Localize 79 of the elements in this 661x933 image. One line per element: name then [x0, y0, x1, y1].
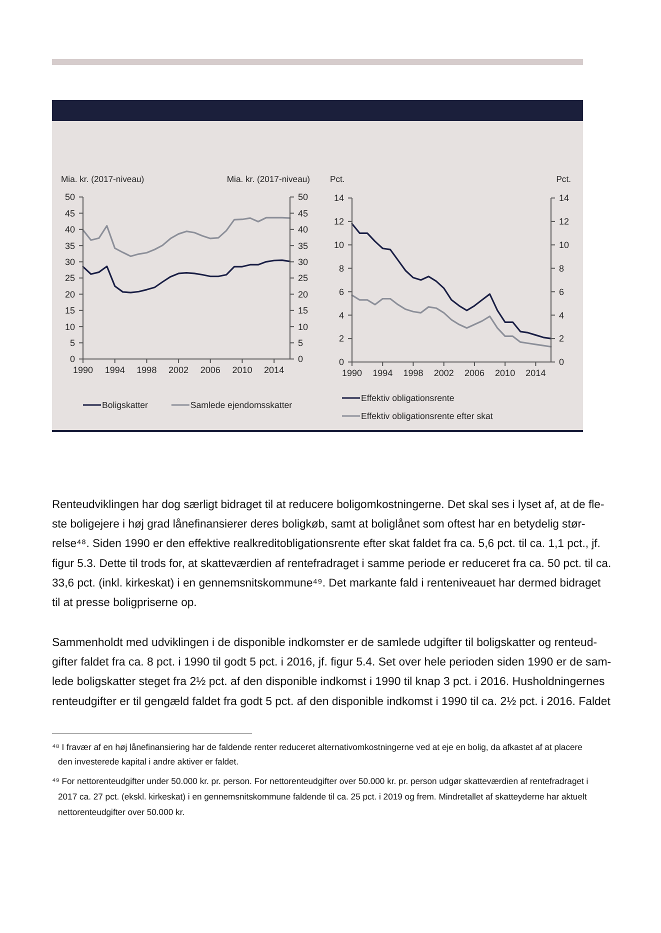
y-tick-label: 0	[338, 357, 344, 368]
x-tick-label: 2002	[434, 368, 454, 378]
text: gifter faldet fra ca. 8 pct. i 1990 til godt 5 pct. i 2016, jf. figur 5.4. Set over hele perioden siden 1990 er de sam-	[52, 656, 612, 669]
text: renteudgifter er til gengæld faldet fra godt 5 pct. af den disponible indkomst i 1990 til ca. 2½ pct. i 2016. Faldet	[52, 696, 612, 708]
y2-tick-label: 45	[298, 208, 308, 218]
y-axis-title: Mia. kr. (2017-niveau)	[61, 174, 144, 184]
legend-label: Effektiv obligationsrente efter skat	[361, 411, 494, 422]
text: den investerede kapital i andre aktiver er faldet.	[58, 756, 239, 766]
y2-tick-label: 10	[559, 240, 570, 250]
y2-tick-label: 40	[298, 224, 308, 235]
y-tick-label: 45	[64, 208, 75, 218]
y-axis-title: Pct.	[330, 174, 345, 184]
y2-tick-label: 30	[298, 256, 308, 267]
text: til at presse boligpriserne op.	[52, 597, 197, 609]
text: ⁴⁹ For nettorenteudgifter under 50.000 kr. pr. person. For nettorenteudgifter over 50.000 kr. pr. person udgør skatteværdien af rentefradraget i	[52, 776, 588, 786]
legend-label: Effektiv obligationsrente	[361, 393, 454, 404]
y-tick-label: 10	[334, 240, 344, 250]
y-tick-label: 30	[64, 256, 75, 267]
y2-tick-label: 5	[298, 338, 304, 348]
y-tick-label: 25	[64, 273, 75, 284]
legend-label: Boligskatter	[102, 400, 148, 410]
y-tick-label: 4	[338, 310, 344, 320]
y-tick-label: 14	[334, 193, 344, 204]
y2-tick-label: 8	[559, 263, 564, 274]
line-series	[82, 216, 291, 258]
y-tick-label: 50	[64, 192, 75, 202]
y-tick-label: 15	[64, 306, 75, 316]
y2-tick-label: 2	[559, 334, 564, 344]
y-tick-label: 0	[70, 354, 75, 364]
text: Sammenholdt med udviklingen i de disponible indkomster er de samlede udgifter til boligskatter og renteud-	[52, 637, 598, 649]
x-tick-label: 1998	[403, 368, 424, 378]
y2-tick-label: 10	[298, 322, 308, 332]
x-tick-label: 2006	[464, 368, 484, 378]
text: ste boligejere i høj grad lånefinansierer deres boligkøb, samt at boliglånet som oftest har en betydelig stør-	[52, 518, 586, 531]
x-tick-label: 2006	[200, 365, 220, 375]
x-tick-label: 2002	[168, 365, 189, 375]
x-tick-label: 1990	[72, 365, 94, 375]
line-series	[351, 294, 552, 348]
y-tick-label: 20	[64, 289, 75, 300]
x-tick-label: 2010	[232, 365, 252, 375]
x-tick-label: 2010	[495, 368, 516, 378]
y2-tick-label: 25	[298, 273, 308, 284]
y2-tick-label: 6	[559, 286, 564, 297]
text: Renteudviklingen har dog særligt bidraget til at reducere boligomkostningerne. Det skal ses i lyset af, at de fle-	[52, 499, 604, 511]
line-series	[351, 222, 552, 340]
y-tick-label: 40	[64, 224, 75, 235]
y2-tick-label: 4	[559, 310, 564, 320]
x-tick-label: 1990	[342, 368, 362, 378]
y-tick-label: 10	[64, 322, 75, 332]
y-tick-label: 5	[70, 338, 75, 348]
line-series	[82, 259, 291, 294]
y2-tick-label: 35	[298, 240, 308, 251]
y-tick-label: 6	[338, 286, 344, 297]
y2-axis-title: Mia. kr. (2017-niveau)	[226, 174, 310, 184]
y2-axis-title: Pct.	[556, 174, 571, 184]
text: ⁴⁸ I fravær af en høj lånefinansiering har de faldende renter reduceret alternativomkostningerne ved at eje en bolig, da afkastet af at placere	[52, 742, 583, 752]
y-tick-label: 2	[338, 334, 344, 344]
legend-label: Samlede ejendomsskatter	[190, 400, 292, 410]
y-tick-label: 12	[334, 216, 344, 227]
text: 2017 ca. 27 pct. (ekskl. kirkeskat) i en gennemsnitskommune faldende til ca. 25 pct. i 2019 og frem. Mindretallet af skatteyderne har aktuelt	[58, 792, 588, 802]
y2-tick-label: 0	[559, 357, 564, 368]
text: figur 5.3. Dette til trods for, at skatteværdien af rentefradraget i samme periode er reduceret fra ca. 50 pct. til ca.	[52, 558, 612, 570]
y2-tick-label: 14	[559, 193, 570, 204]
y2-tick-label: 15	[298, 306, 308, 316]
text: nettorenteudgifter over 50.000 kr.	[58, 807, 185, 817]
text: 33,6 pct. (inkl. kirkeskat) i en gennemsnitskommune⁴⁹. Det markante fald i renteniveauet har dermed bidraget	[52, 577, 602, 590]
x-tick-label: 2014	[526, 368, 546, 378]
text: lede boligskatter steget fra 2½ pct. af den disponible indkomst i 1990 til knap 3 pct. i 2016. Husholdningernes	[52, 676, 606, 688]
y2-tick-label: 50	[298, 192, 308, 202]
y2-tick-label: 20	[298, 289, 308, 300]
text: relse⁴⁸. Siden 1990 er den effektive realkreditobligationsrente efter skat faldet fra ca. 5,6 pct. til ca. 1,1 pct., jf.	[52, 538, 600, 550]
x-tick-label: 1994	[372, 368, 393, 378]
y2-tick-label: 12	[559, 216, 570, 227]
x-tick-label: 1998	[136, 365, 157, 375]
y-tick-label: 35	[64, 240, 75, 251]
x-tick-label: 2014	[264, 365, 284, 375]
y-tick-label: 8	[338, 263, 344, 274]
x-tick-label: 1994	[104, 365, 125, 375]
y2-tick-label: 0	[298, 354, 304, 364]
